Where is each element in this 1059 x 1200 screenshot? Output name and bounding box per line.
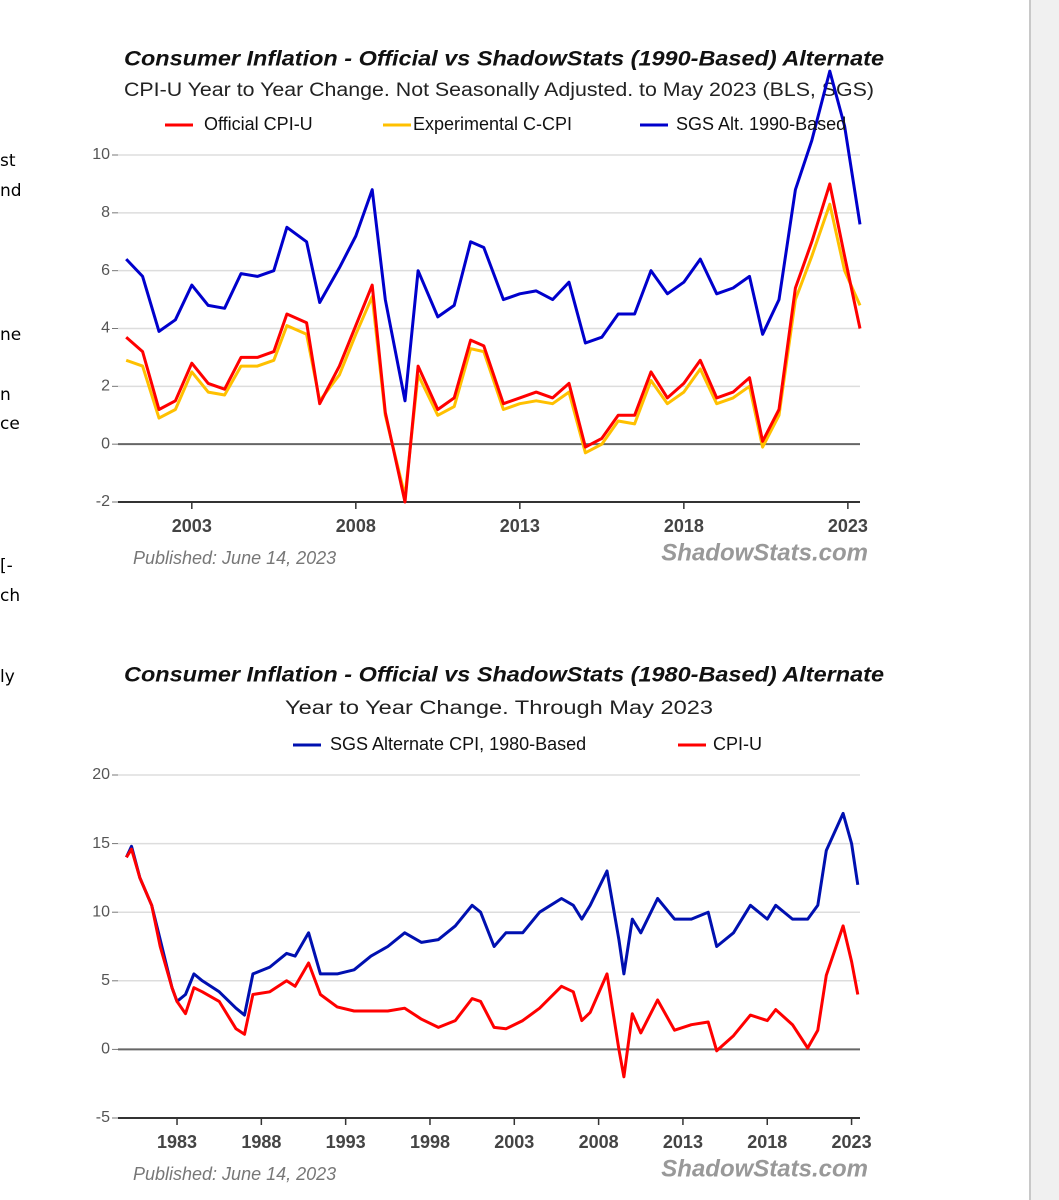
y-tick-label: 10 bbox=[92, 146, 110, 163]
published-note: Published: June 14, 2023 bbox=[133, 1164, 336, 1184]
side-text: [- bbox=[0, 556, 13, 576]
x-tick-label: 2018 bbox=[664, 516, 704, 536]
x-tick-label: 2003 bbox=[172, 516, 212, 536]
legend-label: SGS Alt. 1990-Based bbox=[676, 114, 846, 134]
y-tick-label: 5 bbox=[101, 972, 110, 989]
series-line bbox=[125, 811, 860, 1017]
side-text: st bbox=[0, 151, 16, 171]
x-tick-label: 1993 bbox=[326, 1132, 366, 1152]
series-line bbox=[125, 69, 862, 403]
y-tick-label: 6 bbox=[101, 262, 110, 279]
legend-label: CPI-U bbox=[713, 734, 762, 754]
y-tick-label: 2 bbox=[101, 378, 110, 395]
legend-label: Official CPI-U bbox=[204, 114, 313, 134]
side-text: ce bbox=[0, 414, 20, 434]
scrollbar-track bbox=[1030, 0, 1059, 1200]
y-tick-label: 15 bbox=[92, 835, 110, 852]
side-text: ch bbox=[0, 586, 20, 606]
brand-note: ShadowStats.com bbox=[661, 539, 868, 566]
chart-subtitle: Year to Year Change. Through May 2023 bbox=[285, 698, 713, 719]
x-tick-label: 2023 bbox=[828, 516, 868, 536]
series-line bbox=[125, 847, 860, 1079]
side-text: ly bbox=[0, 667, 15, 687]
x-tick-label: 2013 bbox=[500, 516, 540, 536]
legend-label: Experimental C-CPI bbox=[413, 114, 572, 134]
x-tick-label: 2008 bbox=[579, 1132, 619, 1152]
x-tick-label: 2008 bbox=[336, 516, 376, 536]
x-tick-label: 2013 bbox=[663, 1132, 703, 1152]
y-tick-label: -2 bbox=[96, 493, 110, 510]
x-tick-label: 1998 bbox=[410, 1132, 450, 1152]
side-text: ne bbox=[0, 325, 21, 345]
x-tick-label: 1988 bbox=[241, 1132, 281, 1152]
y-tick-label: 0 bbox=[101, 435, 110, 452]
x-tick-label: 1983 bbox=[157, 1132, 197, 1152]
y-tick-label: 0 bbox=[101, 1041, 110, 1058]
chart-subtitle: CPI-U Year to Year Change. Not Seasonall… bbox=[124, 80, 874, 101]
chart-title: Consumer Inflation - Official vs ShadowS… bbox=[124, 664, 884, 687]
y-tick-label: 4 bbox=[101, 320, 110, 337]
y-tick-label: 10 bbox=[92, 903, 110, 920]
y-tick-label: -5 bbox=[96, 1109, 110, 1126]
side-text: nd bbox=[0, 181, 22, 201]
x-tick-label: 2018 bbox=[747, 1132, 787, 1152]
legend-label: SGS Alternate CPI, 1980-Based bbox=[330, 734, 586, 754]
brand-note: ShadowStats.com bbox=[661, 1155, 868, 1182]
published-note: Published: June 14, 2023 bbox=[133, 548, 336, 568]
x-tick-label: 2003 bbox=[494, 1132, 534, 1152]
y-tick-label: 8 bbox=[101, 204, 110, 221]
x-tick-label: 2023 bbox=[832, 1132, 872, 1152]
side-text: n bbox=[0, 385, 11, 405]
series-line bbox=[125, 182, 862, 504]
y-tick-label: 20 bbox=[92, 766, 110, 783]
chart-title: Consumer Inflation - Official vs ShadowS… bbox=[124, 48, 884, 71]
series-line bbox=[125, 202, 862, 498]
